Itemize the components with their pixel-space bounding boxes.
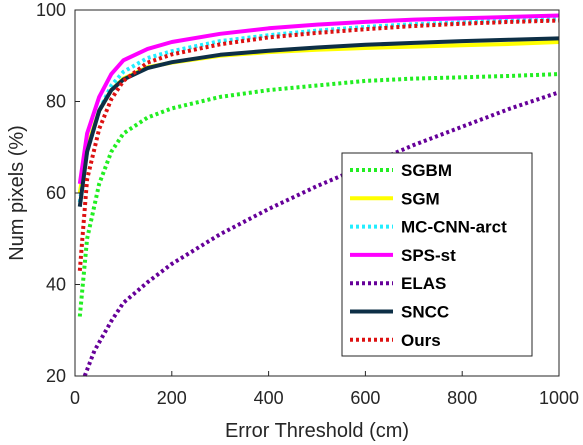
legend-label: SGBM xyxy=(401,161,452,180)
x-tick-label: 200 xyxy=(157,388,187,408)
legend-label: SNCC xyxy=(401,303,449,322)
series-layer xyxy=(77,13,560,377)
series-line-sncc xyxy=(77,36,560,207)
legend: SGBM SGM MC-CNN-arct SPS-st ELAS SNCC Ours xyxy=(341,152,533,357)
x-tick-label: 0 xyxy=(70,388,80,408)
legend-label: SPS-st xyxy=(401,246,456,265)
y-tick-label: 80 xyxy=(46,92,66,112)
series-line-sps-st xyxy=(77,13,560,185)
y-tick-label: 60 xyxy=(46,183,66,203)
series-line-sgbm xyxy=(77,72,560,317)
legend-label: MC-CNN-arct xyxy=(401,218,507,237)
series-line-ours xyxy=(77,18,560,271)
x-tick-label: 400 xyxy=(254,388,284,408)
x-axis-label: Error Threshold (cm) xyxy=(225,420,409,442)
x-tick-label: 1000 xyxy=(539,388,579,408)
series-line-elas xyxy=(82,90,560,377)
legend-label: SGM xyxy=(401,189,440,208)
legend-label: ELAS xyxy=(401,274,446,293)
x-tick-label: 800 xyxy=(447,388,477,408)
y-axis-label: Num pixels (%) xyxy=(6,125,28,261)
y-tick-label: 40 xyxy=(46,275,66,295)
y-tick-label: 20 xyxy=(46,366,66,386)
y-tick-label: 100 xyxy=(36,0,66,20)
ticks-layer: 0 200 400 600 800 1000 20 40 60 80 100 xyxy=(36,0,579,408)
legend-label: Ours xyxy=(401,331,441,350)
x-tick-label: 600 xyxy=(350,388,380,408)
